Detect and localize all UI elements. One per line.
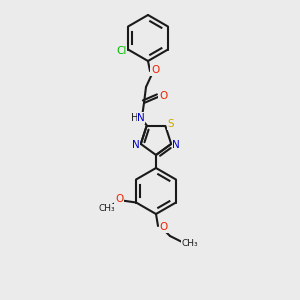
Text: Cl: Cl	[116, 46, 126, 56]
Text: O: O	[159, 91, 167, 101]
Text: O: O	[115, 194, 123, 205]
Text: CH₃: CH₃	[99, 204, 116, 213]
Text: S: S	[167, 119, 174, 129]
Text: CH₃: CH₃	[182, 239, 198, 248]
Text: O: O	[151, 65, 159, 75]
Text: O: O	[160, 222, 168, 232]
Text: N: N	[137, 113, 145, 123]
Text: H: H	[131, 113, 139, 123]
Text: N: N	[172, 140, 180, 150]
Text: N: N	[132, 140, 140, 150]
